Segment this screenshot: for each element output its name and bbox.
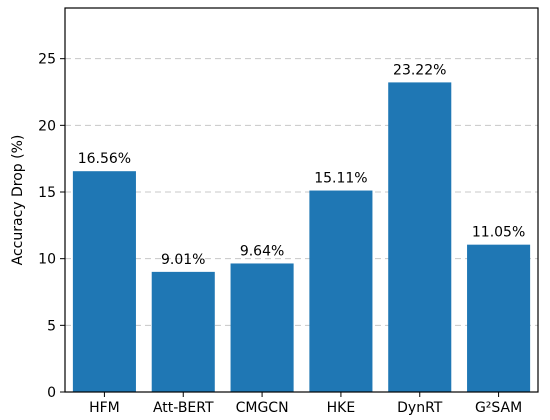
bar-1 [151, 271, 215, 392]
gridlines [65, 58, 538, 326]
x-tick-label: CMGCN [236, 400, 289, 416]
y-axis-label: Accuracy Drop (%) [10, 135, 26, 266]
axes [60, 7, 539, 397]
bar-value-label: 23.22% [393, 62, 446, 78]
x-tick-label: HFM [89, 400, 120, 416]
plot-frame [64, 7, 539, 393]
bar-3 [309, 190, 373, 392]
y-tick-label: 0 [47, 385, 56, 401]
bar-value-label: 11.05% [472, 225, 525, 241]
x-tick-label: DynRT [397, 400, 443, 416]
x-tick-label: Att-BERT [153, 400, 214, 416]
x-tick-label: HKE [327, 400, 356, 416]
bar-5 [467, 244, 531, 392]
y-tick-label: 10 [38, 252, 56, 268]
bars [72, 82, 531, 393]
labels: 0 5 10 15 20 25 16.56% HFM 9.01% Att-BERT 9.64% CMG… [38, 52, 525, 416]
bar-value-label: 9.01% [161, 252, 205, 268]
bar-value-label: 9.64% [240, 243, 284, 259]
bar-0 [72, 171, 136, 392]
y-tick-label: 15 [38, 185, 56, 201]
bar-value-label: 15.11% [314, 171, 367, 187]
y-tick-label: 20 [38, 118, 56, 134]
y-tick-label: 25 [38, 52, 56, 68]
bar-value-label: 16.56% [78, 151, 131, 167]
y-tick-label: 5 [47, 318, 56, 334]
bar-2 [230, 263, 294, 392]
bar-4 [388, 82, 452, 393]
x-tick-label: G²SAM [475, 400, 522, 416]
